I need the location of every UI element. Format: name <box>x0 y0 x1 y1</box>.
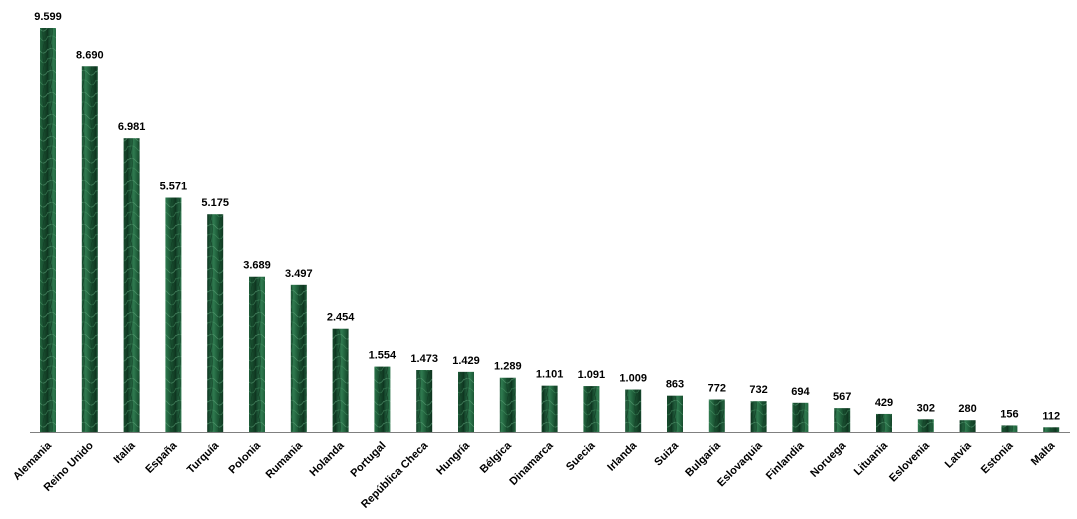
bar-5 <box>249 276 265 432</box>
bar-2 <box>123 138 140 432</box>
bar-23 <box>1001 425 1018 432</box>
bar-4 <box>207 214 224 432</box>
data-label-14: 1.009 <box>619 373 647 385</box>
data-label-1: 8.690 <box>76 49 104 61</box>
data-label-24: 112 <box>1042 410 1060 422</box>
data-label-2: 6.981 <box>118 121 146 133</box>
bar-1 <box>81 66 98 432</box>
category-label-2: Italia <box>112 439 139 466</box>
data-label-22: 280 <box>958 403 976 415</box>
data-label-15: 863 <box>666 379 684 391</box>
category-label-4: Turquía <box>185 439 222 476</box>
category-label-11: Bélgica <box>478 439 515 476</box>
data-label-7: 2.454 <box>327 312 355 324</box>
category-label-23: Estonia <box>979 439 1016 476</box>
data-label-13: 1.091 <box>578 369 606 381</box>
data-label-4: 5.175 <box>201 197 229 209</box>
category-label-19: Noruega <box>808 439 849 480</box>
bar-15 <box>667 395 683 432</box>
category-label-5: Polonia <box>227 439 264 476</box>
data-label-11: 1.289 <box>494 361 522 373</box>
category-label-16: Bulgaria <box>683 439 723 479</box>
bar-19 <box>834 408 851 432</box>
data-label-21: 302 <box>917 402 935 414</box>
data-label-23: 156 <box>1000 408 1018 420</box>
bar-12 <box>541 385 558 432</box>
data-label-6: 3.497 <box>285 268 313 280</box>
bar-14 <box>625 389 642 432</box>
bar-9 <box>416 370 433 432</box>
data-label-12: 1.101 <box>536 369 564 381</box>
data-label-10: 1.429 <box>452 355 480 367</box>
category-label-0: Alemania <box>11 439 55 483</box>
category-label-20: Lituania <box>852 439 891 478</box>
category-label-17: Eslovaquia <box>715 439 765 489</box>
data-label-17: 732 <box>749 384 767 396</box>
data-label-8: 1.554 <box>369 350 397 362</box>
bar-3 <box>165 197 182 432</box>
bar-7 <box>332 328 349 432</box>
data-label-0: 9.599 <box>34 11 62 23</box>
bar-10 <box>458 371 474 432</box>
category-label-18: Finlandia <box>764 439 807 482</box>
category-label-22: Latvia <box>943 439 975 471</box>
data-labels-group: 9.599 8.690 6.981 5.571 5.175 3.689 3.497 2.454… <box>34 11 1060 422</box>
category-label-21: Eslovenia <box>887 439 932 484</box>
data-label-5: 3.689 <box>243 260 271 272</box>
bar-8 <box>374 366 391 432</box>
bar-22 <box>959 420 976 432</box>
category-label-8: Portugal <box>348 440 388 480</box>
bar-20 <box>876 413 892 432</box>
bar-11 <box>499 377 516 432</box>
category-label-14: Irlanda <box>605 439 640 474</box>
data-label-20: 429 <box>875 397 893 409</box>
data-label-18: 694 <box>791 386 810 398</box>
category-label-15: Suiza <box>652 439 681 468</box>
bar-13 <box>583 386 600 432</box>
bar-24 <box>1043 427 1060 432</box>
category-label-6: Rumania <box>264 439 306 481</box>
bar-17 <box>750 401 767 432</box>
data-label-16: 772 <box>708 383 726 395</box>
category-label-10: Hungría <box>434 439 472 477</box>
category-label-12: Dinamarca <box>507 439 556 488</box>
bar-6 <box>290 284 307 432</box>
bars-group <box>40 28 1060 432</box>
data-label-9: 1.473 <box>410 353 438 365</box>
bar-21 <box>917 419 934 432</box>
category-label-7: Holanda <box>308 439 348 479</box>
category-label-3: España <box>143 439 180 476</box>
data-label-19: 567 <box>833 391 851 403</box>
category-label-24: Malta <box>1029 439 1058 468</box>
bar-0 <box>40 28 56 432</box>
bar-16 <box>708 399 725 432</box>
category-label-13: Suecia <box>564 439 598 473</box>
data-label-3: 5.571 <box>160 181 188 193</box>
bar-18 <box>792 402 809 432</box>
